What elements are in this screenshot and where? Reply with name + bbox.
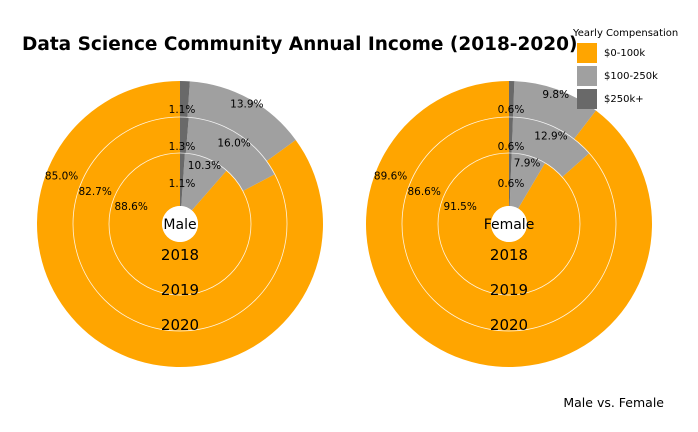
- wedge-female-2019-250k: [509, 117, 514, 154]
- pct-label-female-2018-0-100k: 91.5%: [443, 201, 476, 213]
- wedge-female-2020-100-250k: [513, 81, 596, 140]
- center-hole: [491, 206, 527, 242]
- ring-boundary: [72, 116, 288, 332]
- panel-label-female: Female: [484, 217, 535, 233]
- legend-swatch-0-100k: [577, 43, 597, 63]
- legend-label-0-100k: $0-100k: [604, 48, 645, 59]
- ring-label-2018: 2018: [490, 246, 528, 264]
- wedge-male-2019-250k: [180, 117, 189, 154]
- pct-label-female-2020-0-100k: 89.6%: [374, 170, 407, 182]
- pct-label-male-2019-250k: 1.3%: [169, 141, 196, 153]
- pct-label-male-2020-250k: 1.1%: [169, 104, 196, 116]
- pct-label-female-2020-250k: 0.6%: [498, 104, 525, 116]
- pct-label-female-2019-0-100k: 86.6%: [407, 186, 440, 198]
- panel-female: Female 2018 2019 2020 91.5% 7.9% 0.6% 86.6% 12.9…: [365, 81, 652, 367]
- pct-label-male-2018-0-100k: 88.6%: [114, 201, 147, 213]
- ring-label-2020: 2020: [490, 316, 528, 334]
- legend-swatch-250k: [577, 89, 597, 109]
- pct-label-female-2018-250k: 0.6%: [498, 178, 525, 190]
- wedge-male-2018-0-100k: [109, 153, 251, 295]
- pct-label-male-2018-250k: 1.1%: [169, 178, 196, 190]
- wedge-male-2018-250k: [180, 153, 185, 207]
- center-hole: [162, 206, 198, 242]
- wedge-female-2019-100-250k: [511, 117, 590, 178]
- pct-label-female-2020-100-250k: 9.8%: [542, 89, 569, 101]
- panel-label-male: Male: [163, 217, 196, 233]
- ring-label-2019: 2019: [490, 281, 528, 299]
- ring-boundary: [401, 116, 617, 332]
- wedge-male-2020-100-250k: [187, 81, 296, 162]
- panel-male: Male 2018 2019 2020 88.6% 10.3% 1.1% 82.7% 16.0%…: [36, 81, 324, 367]
- legend-swatch-100-250k: [577, 66, 597, 86]
- wedge-male-2019-100-250k: [185, 117, 275, 191]
- wedge-female-2018-0-100k: [438, 153, 581, 295]
- legend-label-250k: $250k+: [604, 94, 644, 105]
- ring-label-2020: 2020: [161, 316, 199, 334]
- wedge-female-2018-100-250k: [509, 153, 546, 209]
- wedge-female-2019-0-100k: [402, 117, 616, 331]
- pct-label-male-2020-0-100k: 85.0%: [45, 170, 78, 182]
- ring-boundary: [437, 152, 581, 296]
- legend: Yearly Compensation $0-100k $100-250k $250k…: [572, 28, 678, 109]
- legend-label-100-250k: $100-250k: [604, 71, 658, 82]
- chart-caption: Male vs. Female: [563, 395, 664, 410]
- pct-label-male-2018-100-250k: 10.3%: [188, 160, 221, 172]
- pct-label-male-2020-100-250k: 13.9%: [230, 98, 263, 110]
- pct-label-female-2019-250k: 0.6%: [498, 141, 525, 153]
- pct-label-male-2019-0-100k: 82.7%: [78, 186, 111, 198]
- panels: Male 2018 2019 2020 88.6% 10.3% 1.1% 82.7% 16.0%…: [36, 81, 652, 367]
- wedge-male-2018-100-250k: [181, 153, 227, 211]
- ring-label-2019: 2019: [161, 281, 199, 299]
- wedge-female-2018-250k: [509, 153, 512, 207]
- pct-label-female-2018-100-250k: 7.9%: [514, 158, 541, 170]
- wedge-male-2020-250k: [180, 81, 190, 118]
- legend-title: Yearly Compensation: [572, 28, 678, 39]
- wedge-female-2020-250k: [509, 81, 515, 118]
- ring-boundary: [108, 152, 252, 296]
- pct-label-female-2019-100-250k: 12.9%: [534, 130, 567, 142]
- pct-label-male-2019-100-250k: 16.0%: [217, 137, 250, 149]
- ring-label-2018: 2018: [161, 246, 199, 264]
- chart-title: Data Science Community Annual Income (20…: [22, 34, 577, 55]
- wedge-male-2019-0-100k: [73, 117, 288, 331]
